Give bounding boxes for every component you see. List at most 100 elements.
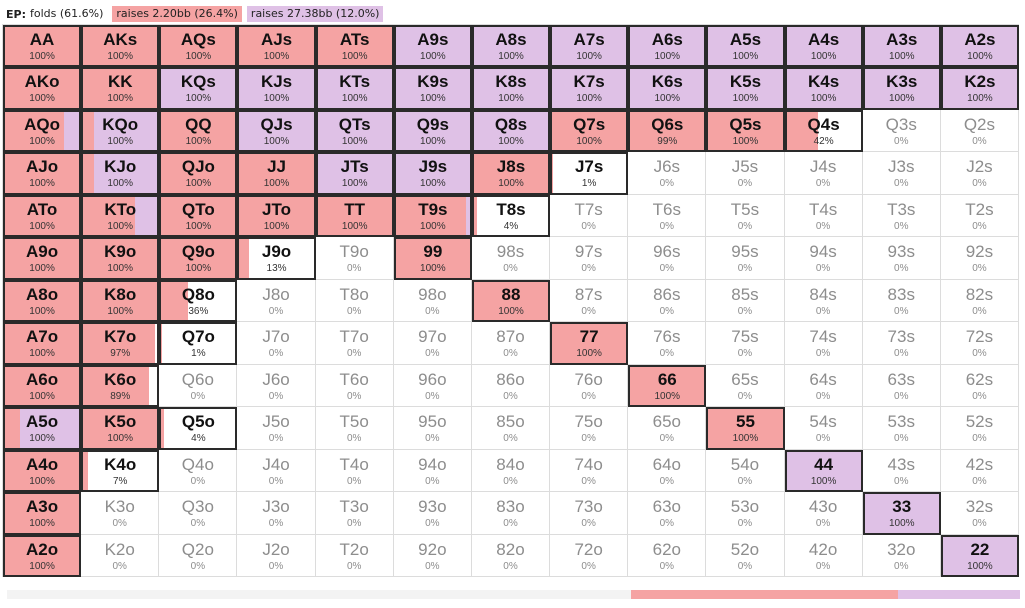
hand-cell-92s[interactable]: 92s 0%	[940, 237, 1019, 280]
hand-cell-73s[interactable]: 73s 0%	[862, 322, 941, 365]
hand-cell-Q6s[interactable]: Q6s 99%	[628, 109, 707, 153]
hand-cell-J2o[interactable]: J2o 0%	[237, 534, 316, 577]
hand-cell-JJ[interactable]: JJ 100%	[237, 152, 316, 195]
hand-cell-93s[interactable]: 93s 0%	[862, 237, 941, 280]
hand-cell-K8s[interactable]: K8s 100%	[471, 67, 551, 110]
hand-cell-92o[interactable]: 92o 0%	[393, 534, 472, 577]
hand-cell-K3s[interactable]: K3s 100%	[862, 67, 941, 110]
hand-cell-AJo[interactable]: AJo 100%	[3, 152, 82, 195]
hand-cell-Q7s[interactable]: Q7s 100%	[550, 109, 629, 153]
hand-cell-K4o[interactable]: K4o 7%	[81, 449, 160, 493]
hand-cell-AKo[interactable]: AKo 100%	[3, 67, 82, 110]
hand-cell-62s[interactable]: 62s 0%	[940, 364, 1019, 408]
hand-cell-QQ[interactable]: QQ 100%	[159, 109, 238, 153]
hand-cell-44[interactable]: 44 100%	[784, 449, 863, 493]
hand-cell-76s[interactable]: 76s 0%	[628, 322, 707, 365]
hand-cell-K6s[interactable]: K6s 100%	[628, 67, 707, 110]
hand-cell-74o[interactable]: 74o 0%	[550, 449, 629, 493]
hand-cell-J4s[interactable]: J4s 0%	[784, 152, 863, 195]
hand-cell-42o[interactable]: 42o 0%	[784, 534, 863, 577]
hand-cell-87o[interactable]: 87o 0%	[471, 322, 551, 365]
hand-cell-66[interactable]: 66 100%	[628, 364, 707, 408]
hand-cell-T3s[interactable]: T3s 0%	[862, 194, 941, 238]
hand-cell-AKs[interactable]: AKs 100%	[81, 25, 160, 68]
hand-cell-A3s[interactable]: A3s 100%	[862, 25, 941, 68]
hand-cell-ATs[interactable]: ATs 100%	[315, 25, 394, 68]
hand-cell-98s[interactable]: 98s 0%	[471, 237, 551, 280]
hand-cell-99[interactable]: 99 100%	[393, 237, 472, 280]
hand-cell-JTo[interactable]: JTo 100%	[237, 194, 316, 238]
hand-cell-A8o[interactable]: A8o 100%	[3, 279, 82, 323]
hand-cell-64s[interactable]: 64s 0%	[784, 364, 863, 408]
hand-cell-Q9o[interactable]: Q9o 100%	[159, 237, 238, 280]
hand-cell-43o[interactable]: 43o 0%	[784, 492, 863, 535]
hand-cell-T7o[interactable]: T7o 0%	[315, 322, 394, 365]
hand-cell-97s[interactable]: 97s 0%	[550, 237, 629, 280]
hand-cell-63o[interactable]: 63o 0%	[628, 492, 707, 535]
hand-cell-T7s[interactable]: T7s 0%	[550, 194, 629, 238]
hand-cell-Q5s[interactable]: Q5s 100%	[706, 109, 785, 153]
hand-cell-A2o[interactable]: A2o 100%	[3, 534, 82, 577]
hand-cell-T4s[interactable]: T4s 0%	[784, 194, 863, 238]
hand-cell-96o[interactable]: 96o 0%	[393, 364, 472, 408]
hand-cell-84o[interactable]: 84o 0%	[471, 449, 551, 493]
hand-cell-KJo[interactable]: KJo 100%	[81, 152, 160, 195]
hand-cell-A5s[interactable]: A5s 100%	[706, 25, 785, 68]
hand-cell-AA[interactable]: AA 100%	[3, 25, 82, 68]
hand-cell-88[interactable]: 88 100%	[471, 279, 551, 323]
hand-cell-Q8o[interactable]: Q8o 36%	[159, 279, 238, 323]
hand-cell-K6o[interactable]: K6o 89%	[81, 364, 160, 408]
hand-cell-A3o[interactable]: A3o 100%	[3, 492, 82, 535]
hand-cell-KQo[interactable]: KQo 100%	[81, 109, 160, 153]
hand-cell-22[interactable]: 22 100%	[940, 534, 1019, 577]
hand-cell-A6o[interactable]: A6o 100%	[3, 364, 82, 408]
hand-cell-ATo[interactable]: ATo 100%	[3, 194, 82, 238]
hand-cell-J6o[interactable]: J6o 0%	[237, 364, 316, 408]
hand-cell-52s[interactable]: 52s 0%	[940, 407, 1019, 450]
hand-cell-T2s[interactable]: T2s 0%	[940, 194, 1019, 238]
hand-cell-Q4o[interactable]: Q4o 0%	[159, 449, 238, 493]
hand-cell-K9s[interactable]: K9s 100%	[393, 67, 472, 110]
hand-cell-95o[interactable]: 95o 0%	[393, 407, 472, 450]
hand-cell-K4s[interactable]: K4s 100%	[784, 67, 863, 110]
hand-cell-85s[interactable]: 85s 0%	[706, 279, 785, 323]
hand-cell-43s[interactable]: 43s 0%	[862, 449, 941, 493]
hand-cell-64o[interactable]: 64o 0%	[628, 449, 707, 493]
hand-cell-J6s[interactable]: J6s 0%	[628, 152, 707, 195]
hand-cell-QJs[interactable]: QJs 100%	[237, 109, 316, 153]
hand-cell-K2s[interactable]: K2s 100%	[940, 67, 1019, 110]
hand-cell-K5s[interactable]: K5s 100%	[706, 67, 785, 110]
hand-cell-76o[interactable]: 76o 0%	[550, 364, 629, 408]
hand-cell-J5o[interactable]: J5o 0%	[237, 407, 316, 450]
hand-cell-54o[interactable]: 54o 0%	[706, 449, 785, 493]
hand-cell-KK[interactable]: KK 100%	[81, 67, 160, 110]
hand-cell-82o[interactable]: 82o 0%	[471, 534, 551, 577]
hand-cell-T8o[interactable]: T8o 0%	[315, 279, 394, 323]
hand-cell-83o[interactable]: 83o 0%	[471, 492, 551, 535]
hand-cell-53s[interactable]: 53s 0%	[862, 407, 941, 450]
hand-cell-Q3s[interactable]: Q3s 0%	[862, 109, 941, 153]
hand-cell-A4s[interactable]: A4s 100%	[784, 25, 863, 68]
hand-cell-Q5o[interactable]: Q5o 4%	[159, 407, 238, 450]
hand-cell-A6s[interactable]: A6s 100%	[628, 25, 707, 68]
hand-cell-A9o[interactable]: A9o 100%	[3, 237, 82, 280]
hand-cell-62o[interactable]: 62o 0%	[628, 534, 707, 577]
hand-cell-95s[interactable]: 95s 0%	[706, 237, 785, 280]
hand-cell-T6s[interactable]: T6s 0%	[628, 194, 707, 238]
hand-cell-94s[interactable]: 94s 0%	[784, 237, 863, 280]
hand-cell-KTs[interactable]: KTs 100%	[315, 67, 394, 110]
hand-cell-94o[interactable]: 94o 0%	[393, 449, 472, 493]
hand-cell-KTo[interactable]: KTo 100%	[81, 194, 160, 238]
hand-cell-A7o[interactable]: A7o 100%	[3, 322, 82, 365]
hand-cell-K7s[interactable]: K7s 100%	[550, 67, 629, 110]
hand-cell-Q3o[interactable]: Q3o 0%	[159, 492, 238, 535]
hand-cell-98o[interactable]: 98o 0%	[393, 279, 472, 323]
hand-cell-A8s[interactable]: A8s 100%	[471, 25, 551, 68]
hand-cell-Q2s[interactable]: Q2s 0%	[940, 109, 1019, 153]
hand-cell-A5o[interactable]: A5o 100%	[3, 407, 82, 450]
hand-cell-J5s[interactable]: J5s 0%	[706, 152, 785, 195]
hand-cell-Q9s[interactable]: Q9s 100%	[393, 109, 472, 153]
hand-cell-A7s[interactable]: A7s 100%	[550, 25, 629, 68]
hand-cell-32s[interactable]: 32s 0%	[940, 492, 1019, 535]
hand-cell-87s[interactable]: 87s 0%	[550, 279, 629, 323]
